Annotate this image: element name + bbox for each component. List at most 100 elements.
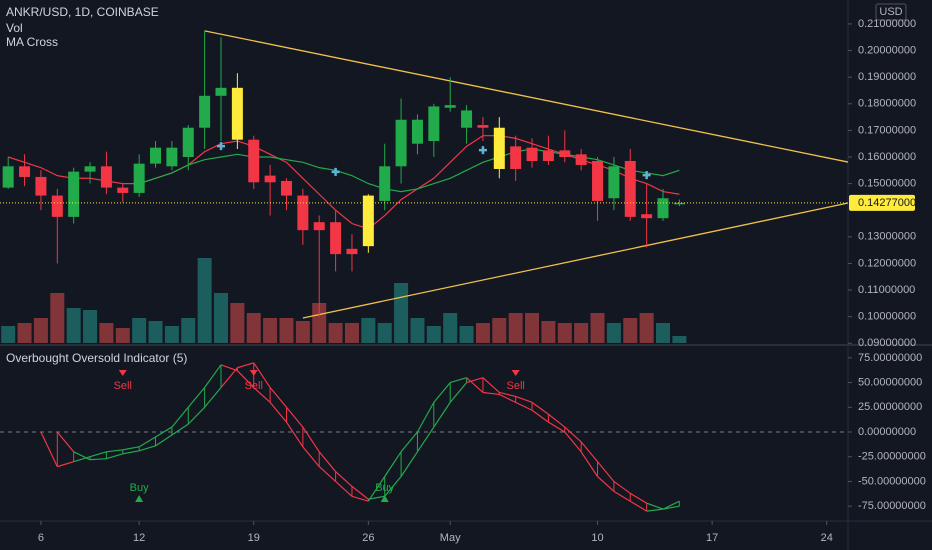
osc-signal-segment [318, 451, 337, 472]
osc-main-segment [646, 508, 664, 512]
buy-label: Buy [130, 482, 149, 494]
candle-body [411, 119, 423, 144]
sell-arrow [511, 370, 520, 376]
osc-signal-segment [335, 471, 353, 487]
currency[interactable]: USD [879, 6, 902, 18]
volume-bar [99, 323, 114, 343]
osc-main-segment [106, 449, 123, 453]
osc-signal-segment [646, 502, 664, 510]
osc-signal-segment [73, 451, 91, 461]
osc-signal-segment [613, 480, 631, 494]
volume-bar [508, 313, 523, 343]
osc-main-segment [613, 490, 631, 502]
candle-body [641, 214, 653, 219]
osc-signal-segment [56, 431, 75, 453]
candle-body [2, 166, 14, 188]
time-tick-label: 26 [362, 532, 374, 544]
osc-main-segment [499, 393, 516, 403]
candle-body [68, 171, 80, 217]
candle-body [477, 125, 489, 128]
osc-signal-segment [138, 445, 156, 452]
candle-body [313, 222, 325, 231]
candle-body [379, 166, 391, 201]
osc-main-segment [187, 387, 206, 408]
buy-arrow [135, 495, 144, 502]
sell-arrow [249, 370, 258, 376]
osc-main-segment [302, 446, 320, 467]
osc-tick-label: 50.00000000 [858, 376, 922, 388]
price-tick-label: 0.17000000 [858, 124, 916, 136]
osc-signal-segment [466, 377, 484, 384]
time-tick-label: 12 [133, 532, 145, 544]
price-tick-label: 0.21000000 [858, 18, 916, 30]
osc-main-segment [515, 401, 533, 411]
volume-bar [17, 323, 32, 343]
candle-body [542, 150, 554, 161]
osc-main-segment [416, 402, 435, 433]
candle-body [624, 160, 636, 217]
time-tick-label: 17 [706, 532, 718, 544]
volume-bar [443, 313, 458, 343]
volume-bar [181, 318, 196, 343]
osc-main-segment [400, 431, 418, 453]
volume-bar [377, 323, 392, 343]
osc-tick-label: 75.00000000 [858, 352, 922, 364]
sell-arrow [118, 370, 127, 376]
volume-bar [525, 313, 540, 343]
osc-main-segment [220, 364, 238, 372]
candle-body [166, 147, 178, 167]
candle-body [395, 119, 407, 167]
candle-body [133, 163, 145, 193]
osc-signal-segment [269, 387, 287, 408]
volume-bar [148, 321, 163, 343]
osc-signal-segment [220, 367, 238, 388]
candle-body [117, 187, 129, 193]
price-tick-label: 0.18000000 [858, 98, 916, 110]
volume-bar [230, 303, 245, 343]
time-tick-label: 10 [591, 532, 603, 544]
osc-signal-segment [564, 426, 582, 443]
volume-bar [606, 323, 621, 343]
candle-body [215, 87, 227, 96]
osc-tick-label: -50.00000000 [858, 475, 926, 487]
osc-main-segment [466, 377, 484, 393]
indicator-label: MA Cross [6, 35, 58, 49]
osc-main-segment [236, 370, 255, 388]
volume-bar [50, 293, 65, 343]
candle-body [248, 139, 260, 183]
osc-signal-segment [187, 406, 206, 425]
candle-body [510, 146, 522, 169]
volume-bar [426, 326, 441, 343]
last-price-label: 0.14277000 [858, 197, 916, 209]
osc-main-segment [548, 421, 566, 433]
volume-bar [344, 323, 359, 343]
volume-bar [214, 293, 229, 343]
candle-body [428, 106, 440, 142]
osc-signal-segment [155, 434, 173, 447]
osc-signal-segment [204, 387, 222, 408]
volume-bar [1, 326, 16, 343]
osc-signal-segment [580, 441, 598, 463]
osc-main-segment [40, 431, 58, 467]
osc-signal-segment [286, 406, 304, 428]
candle-body [280, 180, 292, 196]
currency-box[interactable] [875, 3, 907, 21]
candle-body [199, 95, 211, 128]
osc-tick-label: -75.00000000 [858, 500, 926, 512]
volume-bar [66, 308, 81, 343]
osc-signal-segment [351, 485, 369, 500]
candle-body [657, 198, 669, 219]
osc-main-segment [580, 451, 599, 477]
osc-signal-segment [515, 395, 533, 403]
osc-signal-segment [171, 423, 189, 436]
price-tick-label: 0.15000000 [858, 178, 916, 190]
osc-main-segment [122, 446, 140, 451]
osc-signal-segment [400, 451, 418, 477]
ma-cross-marker [331, 167, 340, 176]
candle-body [461, 110, 473, 128]
volume-bar [312, 303, 327, 343]
volume-bar [279, 318, 294, 343]
